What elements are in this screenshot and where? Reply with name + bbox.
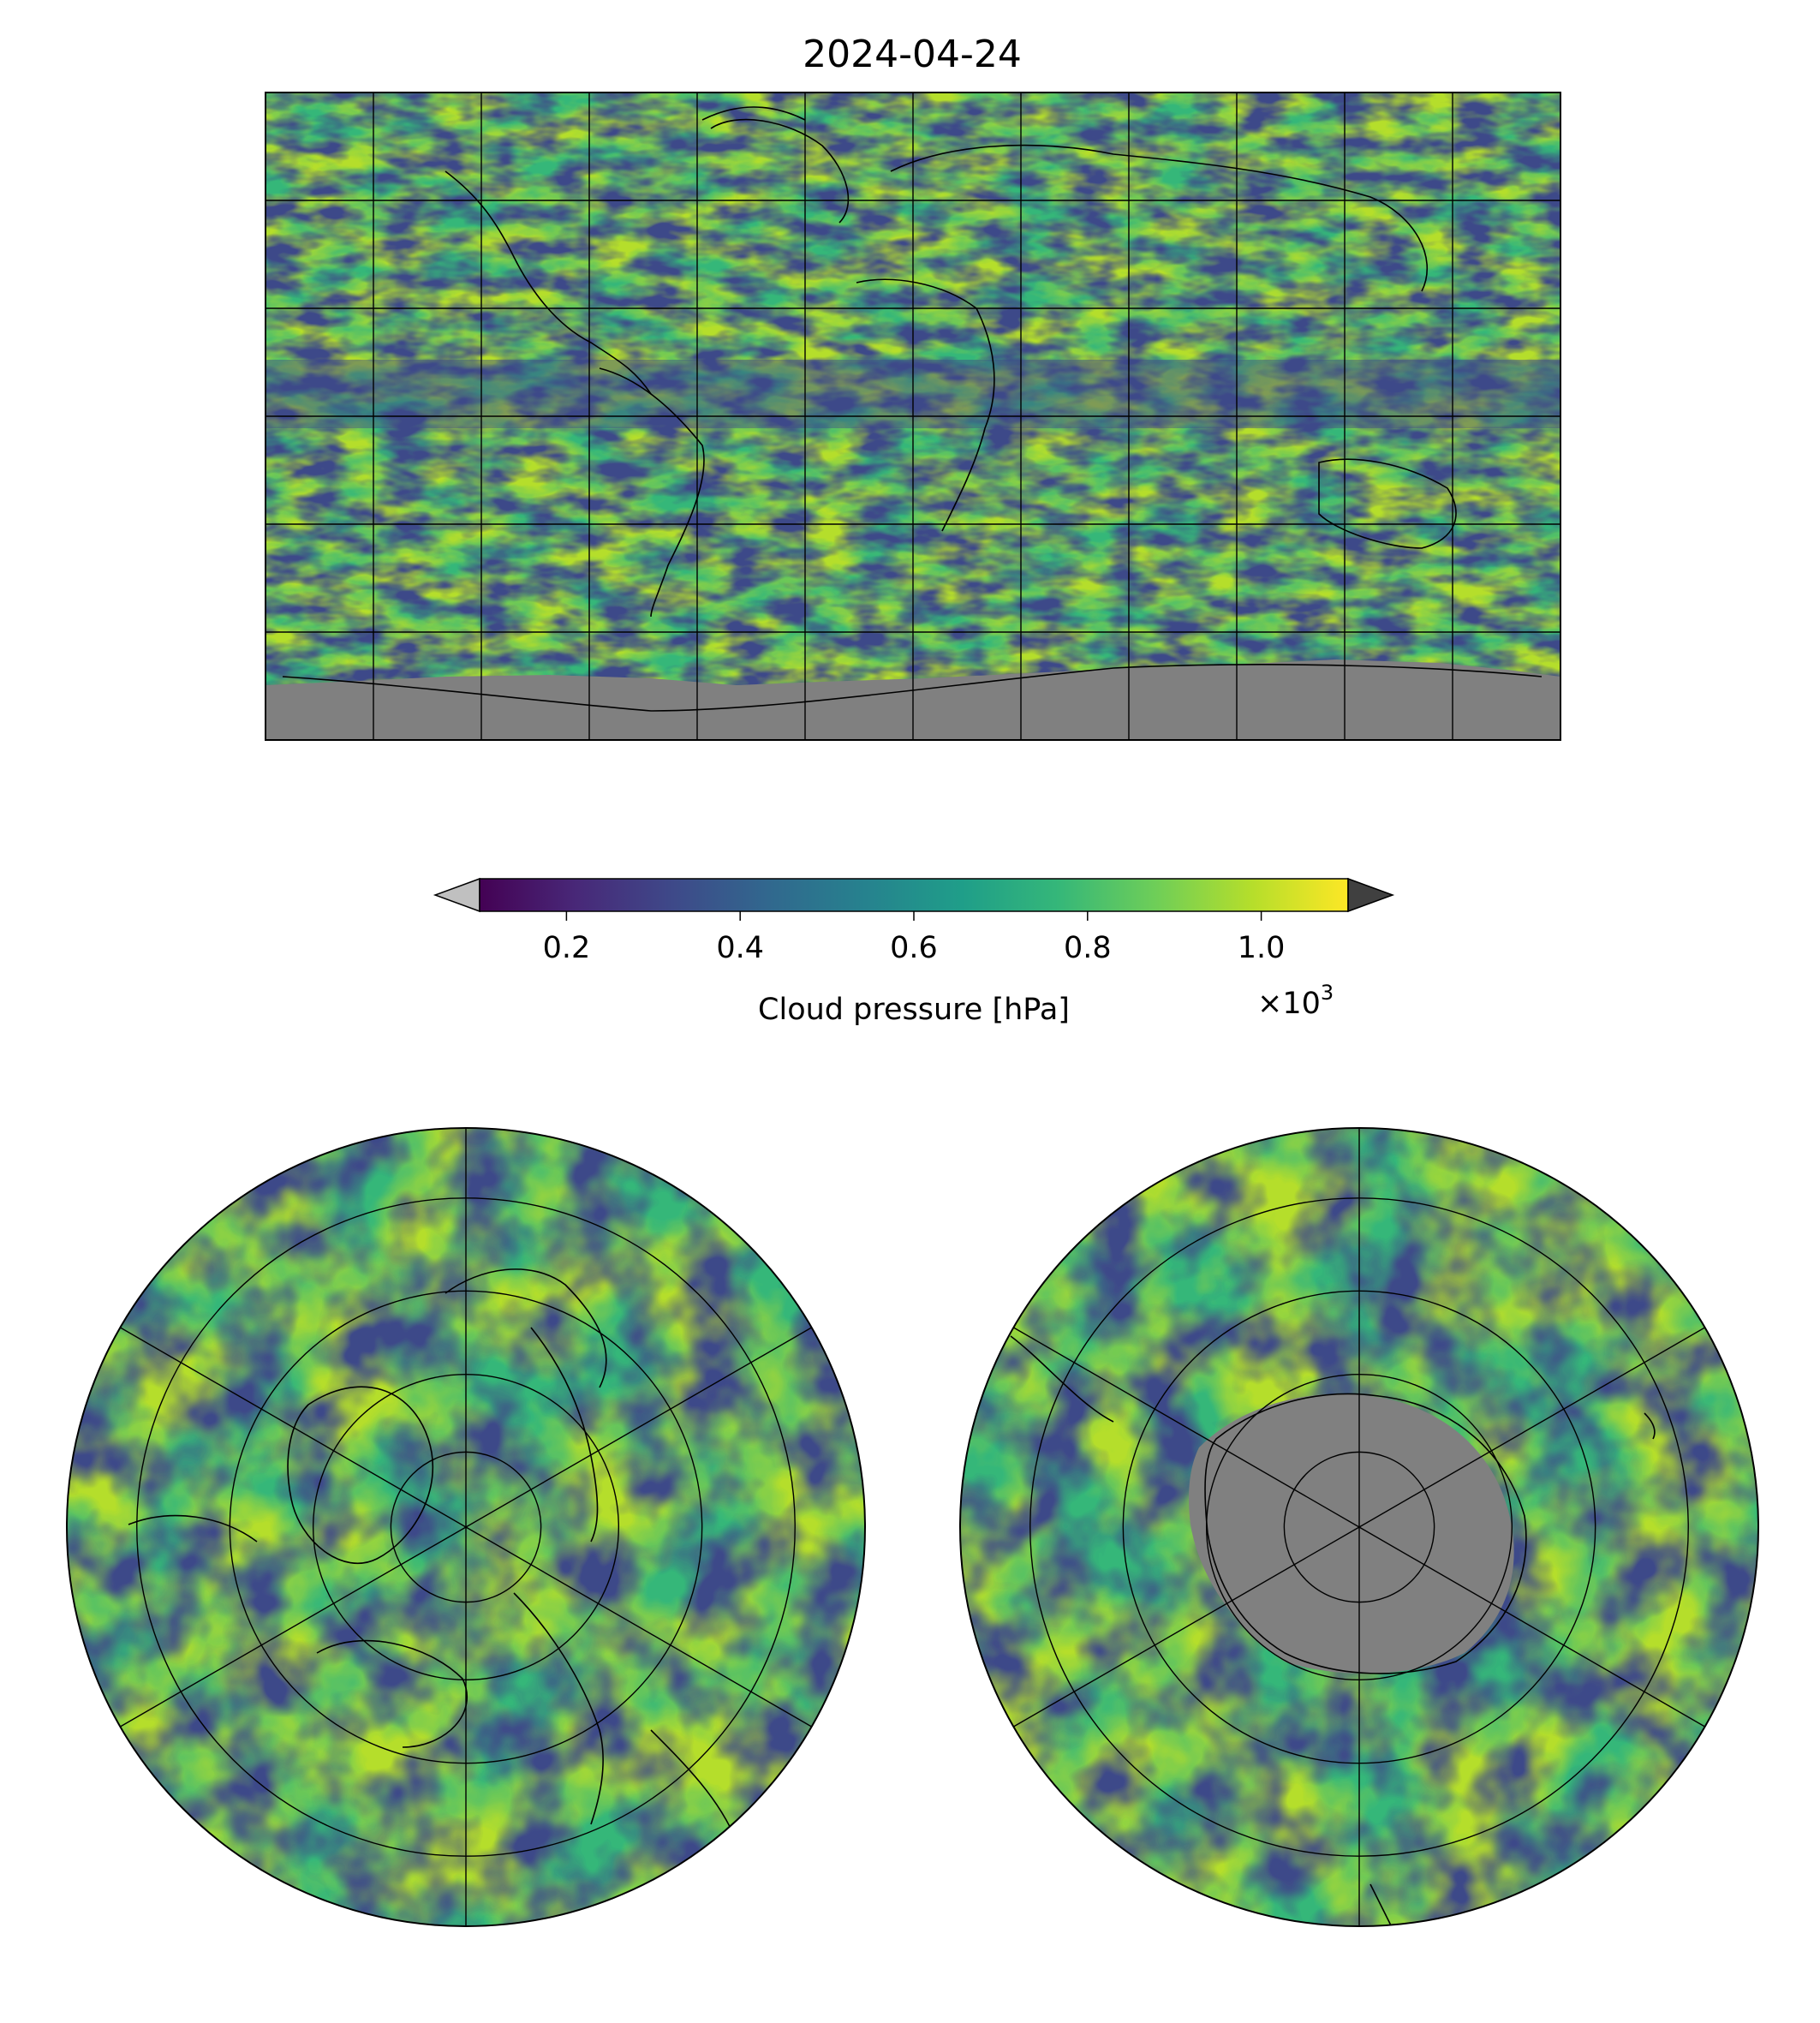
north-polar-gridlines: [120, 1128, 812, 1926]
colorbar-gradient: [480, 879, 1348, 911]
global-map: [265, 92, 1561, 741]
meridian-line: [1358, 1327, 1705, 1528]
colorbar-tick-label: 0.6: [890, 931, 938, 965]
figure-title: 2024-04-24: [803, 33, 1022, 76]
north-polar-map: [66, 1127, 866, 1927]
meridian-line: [120, 1526, 467, 1728]
meridian-line: [1013, 1526, 1360, 1728]
meridian-line: [465, 1327, 812, 1528]
south-polar-gridlines: [1013, 1128, 1705, 1926]
south-polar-map: [959, 1127, 1759, 1927]
global-map-frame: [265, 92, 1561, 741]
colorbar-multiplier: ×103: [1257, 981, 1334, 1021]
colorbar-tick-label: 0.4: [716, 931, 764, 965]
colorbar-ticks: 0.2 0.4 0.6 0.8 1.0: [543, 911, 1286, 965]
colorbar-tick-label: 1.0: [1238, 931, 1286, 965]
colorbar-over-extension: [1347, 877, 1395, 913]
meridian-line: [1013, 1327, 1360, 1528]
colorbar-tick-label: 0.8: [1064, 931, 1112, 965]
colorbar-multiplier-exponent: 3: [1321, 981, 1334, 1005]
colorbar-label: Cloud pressure [hPa]: [758, 993, 1070, 1027]
south-polar-frame: [959, 1127, 1759, 1927]
colorbar-multiplier-base: ×10: [1257, 987, 1321, 1021]
colorbar-tick-label: 0.2: [543, 931, 591, 965]
colorbar-under-extension: [433, 877, 480, 913]
meridian-line: [1358, 1526, 1705, 1728]
north-polar-coastlines: [128, 1268, 737, 1842]
meridian-line: [465, 1526, 812, 1728]
colorbar: 0.2 0.4 0.6 0.8 1.0 Cloud pressure [hPa] ×10…: [433, 877, 1395, 1027]
north-polar-frame: [66, 1127, 866, 1927]
meridian-line: [120, 1327, 467, 1528]
